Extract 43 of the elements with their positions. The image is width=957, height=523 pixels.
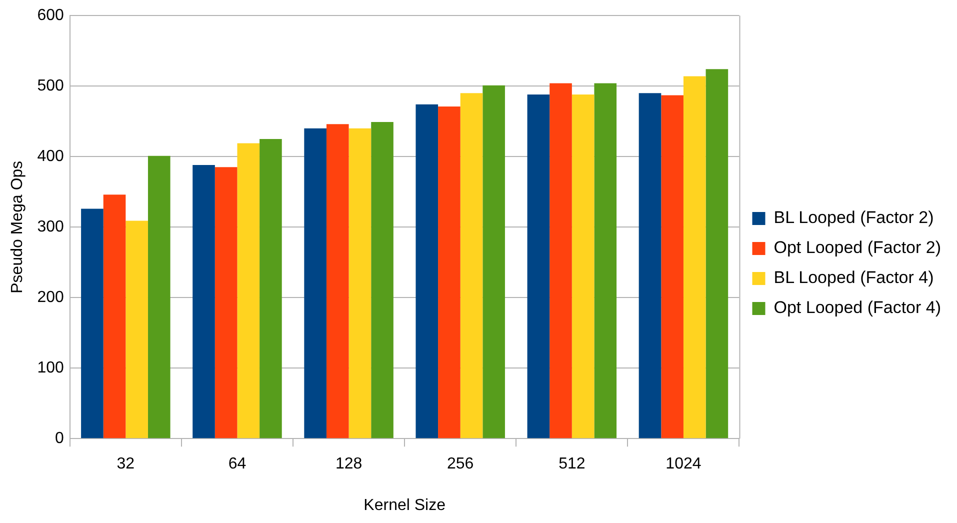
x-tick-label: 256: [447, 456, 474, 473]
y-tick-label: 300: [37, 218, 64, 236]
bar: [460, 93, 483, 438]
x-tick-label: 64: [228, 456, 246, 473]
x-tick-label: 128: [335, 456, 362, 473]
bar: [103, 194, 126, 438]
bar: [550, 83, 572, 438]
bar: [661, 95, 684, 438]
bar: [81, 208, 104, 438]
x-axis-title: Kernel Size: [364, 496, 446, 514]
legend-label: Opt Looped (Factor 4): [774, 298, 942, 318]
y-tick-label: 100: [37, 360, 64, 377]
x-tick-label: 512: [558, 456, 586, 473]
y-tick-label: 600: [37, 7, 64, 24]
x-tick-label: 32: [116, 456, 135, 473]
legend-label: BL Looped (Factor 2): [774, 208, 934, 228]
bar: [482, 85, 505, 438]
y-tick-label: 400: [37, 148, 64, 166]
bar: [214, 167, 238, 438]
bar: [594, 83, 617, 438]
y-axis-title: Pseudo Mega Ops: [9, 160, 26, 294]
bar: [416, 104, 438, 438]
y-tick-label: 200: [37, 289, 64, 306]
bar: [706, 69, 728, 438]
legend-label: BL Looped (Factor 4): [774, 268, 934, 288]
bar: [438, 106, 460, 438]
bar: [237, 143, 260, 438]
bar: [527, 94, 550, 438]
bar: [192, 165, 215, 438]
y-tick-label: 500: [37, 78, 64, 95]
bar: [572, 94, 594, 438]
bar: [126, 220, 148, 438]
bar: [683, 76, 706, 438]
legend-label: Opt Looped (Factor 2): [774, 238, 942, 258]
bar: [148, 156, 170, 438]
bar: [326, 124, 349, 438]
x-tick-label: 1024: [666, 456, 702, 473]
bar: [260, 138, 282, 438]
bar: [304, 128, 326, 438]
bar: [371, 122, 394, 438]
bar: [638, 93, 662, 438]
y-tick-label: 0: [54, 430, 64, 448]
bar: [348, 128, 372, 438]
